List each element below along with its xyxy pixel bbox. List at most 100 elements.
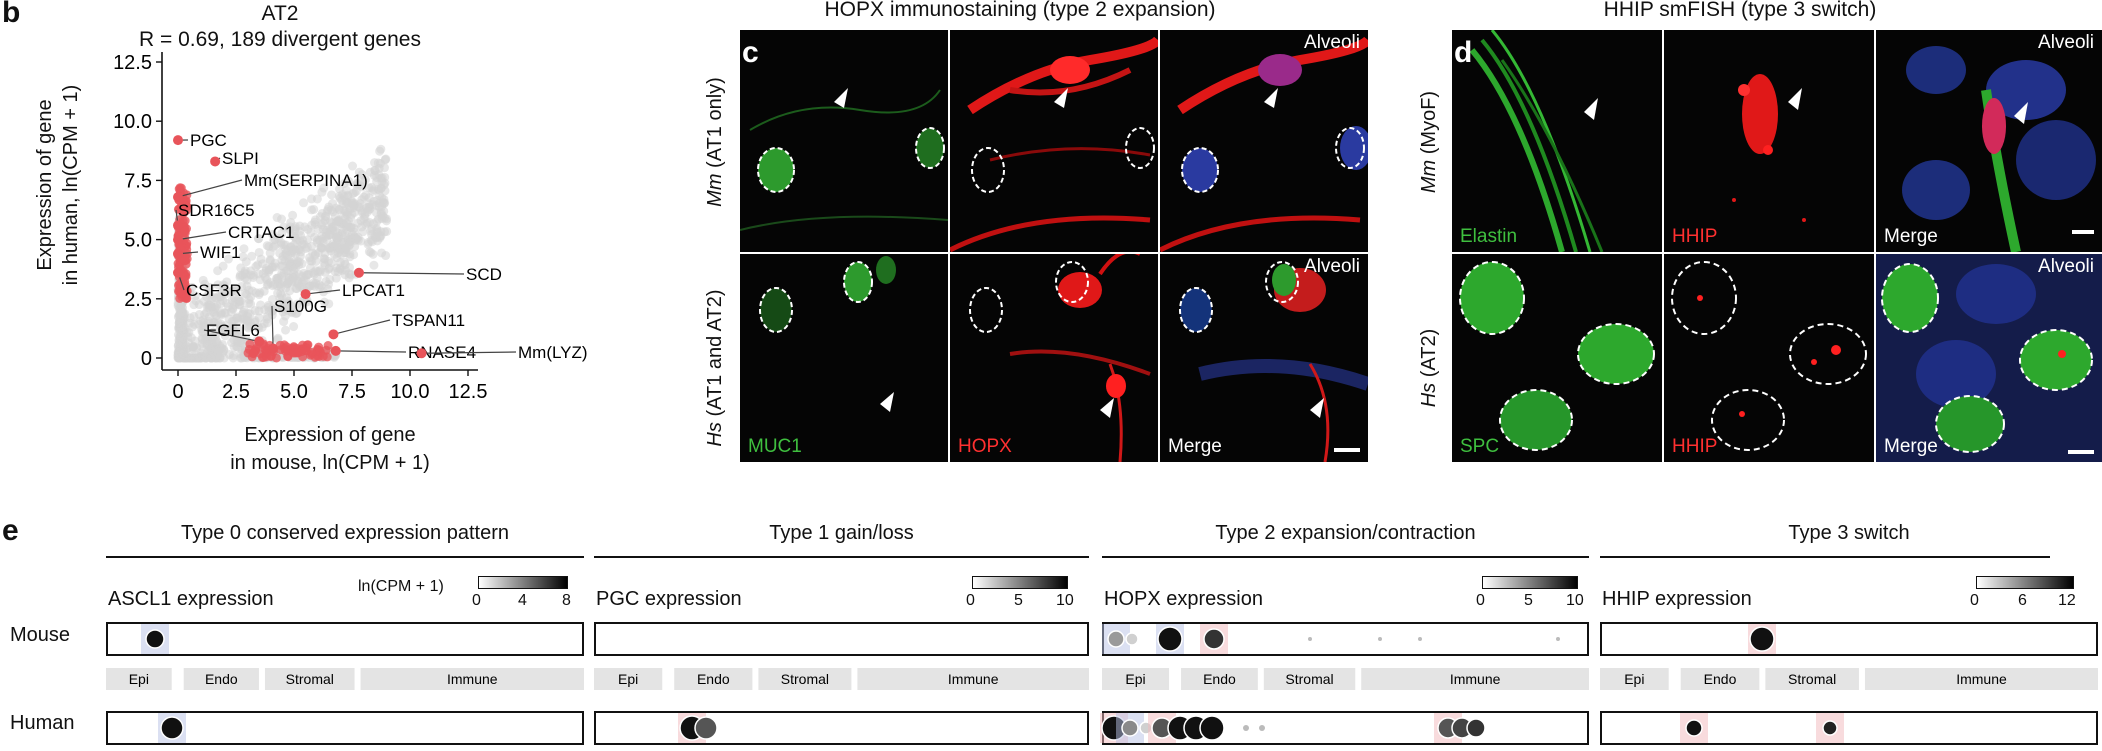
scatter-point-background [337,265,347,275]
panel-letter-b: b [2,0,21,29]
scatter-point-background [310,217,320,227]
scatter-point-background [283,251,293,261]
scatter-point-background [278,261,288,271]
scatter-point-background [213,345,223,355]
scatter-point-background [229,316,239,326]
scatter-point-background [348,188,358,198]
scatter-point-background [323,264,333,274]
scatter-point-background [376,227,386,237]
scatter-point-background [345,232,355,242]
scatter-point-background [345,239,355,249]
scatter-point-background [190,291,200,301]
scatter-point-background [380,155,390,165]
expression-dot [1107,630,1125,648]
scatter-point-background [243,323,253,333]
scatter-point-background [333,248,343,258]
scatter-point-background [306,228,316,238]
scatter-point-background [289,264,299,274]
scatter-point-background [344,273,354,283]
scatter-point-background [241,257,251,267]
scatter-point-background [217,324,227,334]
scatter-point-background [352,178,362,188]
scatter-point-background [229,342,239,352]
expression-dot [1157,626,1183,652]
lineage-band-label: Epi [129,671,149,687]
scatter-point-background [280,311,290,321]
scatter-point-background [366,235,376,245]
scatter-point-background [374,185,384,195]
panel-b-subtitle: R = 0.69, 189 divergent genes [139,28,421,51]
scatter-point-background [266,278,276,288]
scatter-point-background [317,187,327,197]
panel-letter-c: c [742,36,759,69]
scatter-point-background [329,241,339,251]
scatter-point-background [272,213,282,223]
scatter-point-background [271,303,281,313]
expression-dot [1685,719,1703,737]
expression-dot [1125,632,1139,646]
scatter-point-background [321,276,331,286]
scatter-point-background [186,353,196,363]
scatter-point-background [227,286,237,296]
lineage-band-label: Endo [1704,671,1737,687]
lineage-band-label: Stromal [781,671,829,687]
scatter-point-background [222,277,232,287]
scatter-point-background [244,295,254,305]
expression-dot [1308,637,1312,641]
scatter-point-background [262,241,272,251]
lineage-band-label: Endo [697,671,730,687]
scatter-point-background [309,204,319,214]
panel-letter-d: d [1454,36,1473,69]
scatter-point-background [198,275,208,285]
scatter-point-background [300,222,310,232]
scatter-point-background [196,316,206,326]
scatter-point-background [321,227,331,237]
scatter-point-background [365,167,375,177]
scatter-point-background [254,323,264,333]
scatter-point-background [276,282,286,292]
expression-dot [1378,637,1382,641]
scatter-point-background [291,309,301,319]
lineage-band-label: Stromal [286,671,334,687]
scatter-point-background [268,229,278,239]
scatter-point-background [291,249,301,259]
scatter-point-background [368,249,378,259]
scatter-point-background [312,194,322,204]
scatter-point-background [294,257,304,267]
scatter-point-background [202,292,212,302]
lineage-band-label: Immune [1956,671,2007,687]
scatter-point-background [265,248,275,258]
scatter-point-background [310,250,320,260]
scatter-point-background [297,239,307,249]
scatter-point-background [381,251,391,261]
scatter-point-background [299,198,309,208]
scatter-point-background [189,311,199,321]
scatter-point-background [217,287,227,297]
lineage-band-label: Immune [1450,671,1501,687]
expression-dot [1199,715,1225,741]
scatter-point-background [372,217,382,227]
scatter-point-background [363,207,373,217]
scatter-point-background [237,281,247,291]
scatter-point-background [364,217,374,227]
scatter-point-background [205,282,215,292]
lineage-band-label: Epi [1125,671,1145,687]
scatter-plot: 002.52.55.05.07.57.510.010.012.512.5PGCS… [113,52,588,403]
scatter-point-background [288,210,298,220]
expression-dot [1822,720,1838,736]
scatter-point-background [289,322,299,332]
expression-dot [694,716,718,740]
scatter-point-background [203,300,213,310]
scatter-point-background [264,265,274,275]
scatter-point-background [277,228,287,238]
lineage-band-label: Endo [205,671,238,687]
scatter-point-background [241,315,251,325]
scatter-point-background [283,301,293,311]
scatter-point-background [373,158,383,168]
scatter-point-background [247,251,257,261]
scatter-point-background [330,226,340,236]
scatter-point-background [242,275,252,285]
expression-dot [1749,626,1775,652]
scatter-point-background [347,201,357,211]
